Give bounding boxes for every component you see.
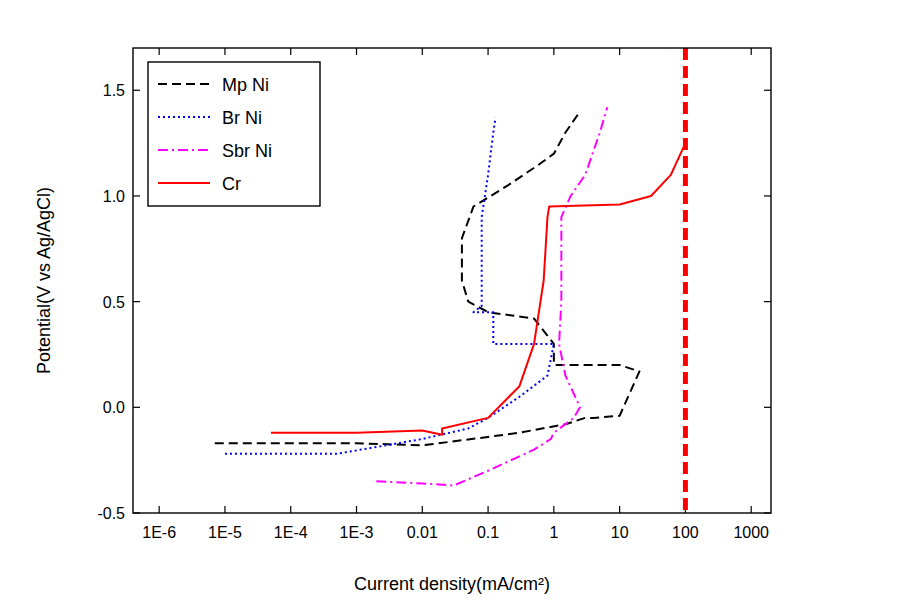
reference-line: [683, 48, 688, 513]
x-tick: [290, 506, 291, 513]
legend-swatch: [158, 149, 210, 151]
x-tick-top: [224, 48, 225, 55]
legend-label: Mp Ni: [222, 75, 269, 95]
x-tick-label: 10: [611, 524, 629, 541]
x-tick: [422, 506, 423, 513]
series-line: [271, 143, 685, 435]
y-tick-label: 1.5: [103, 82, 125, 99]
y-tick: [133, 195, 140, 196]
x-tick: [553, 506, 554, 513]
y-tick-right: [764, 195, 771, 196]
x-tick: [224, 506, 225, 513]
x-tick-top: [356, 48, 357, 55]
x-tick: [487, 506, 488, 513]
x-tick-top: [619, 48, 620, 55]
legend-label: Cr: [222, 174, 241, 194]
x-tick-label: 1E-5: [208, 524, 242, 541]
series-line: [376, 107, 607, 485]
legend-swatch: [158, 116, 210, 118]
x-tick-label: 1E-3: [340, 524, 374, 541]
x-tick-label: 1E-6: [142, 524, 176, 541]
x-tick-label: 0.1: [477, 524, 499, 541]
x-axis-title: Current density(mA/cm²): [354, 574, 550, 594]
legend-label: Br Ni: [222, 108, 262, 128]
x-tick: [356, 506, 357, 513]
legend-label: Sbr Ni: [222, 141, 272, 161]
x-tick-top: [553, 48, 554, 55]
y-tick: [133, 301, 140, 302]
y-tick-label: 0.5: [103, 294, 125, 311]
y-tick: [133, 407, 140, 408]
legend-swatch: [158, 83, 210, 85]
x-tick-label: 100: [672, 524, 699, 541]
plot-frame: [133, 48, 771, 513]
y-axis-title: Potential(V vs Ag/AgCl): [34, 187, 54, 374]
y-tick-label: -0.5: [97, 505, 125, 522]
legend-swatch: [158, 182, 210, 184]
chart: 1E-6 1E-5 1E-4 1E-3 0.01 0.1 1 10 100 1000 -0.5 0.0…: [0, 0, 911, 613]
x-tick-top: [290, 48, 291, 55]
x-tick-top: [487, 48, 488, 55]
y-tick-right: [764, 301, 771, 302]
x-tick-label: 1E-4: [274, 524, 308, 541]
x-tick-label: 1000: [733, 524, 769, 541]
x-tick-top: [751, 48, 752, 55]
y-tick: [133, 90, 140, 91]
x-tick-top: [422, 48, 423, 55]
x-tick-label: 0.01: [407, 524, 438, 541]
y-tick-label: 1.0: [103, 188, 125, 205]
x-tick: [751, 506, 752, 513]
legend: Mp Ni Br Ni Sbr Ni Cr: [148, 62, 320, 206]
y-tick-right: [764, 90, 771, 91]
legend-box: [148, 62, 320, 206]
x-tick: [619, 506, 620, 513]
y-tick-right: [764, 407, 771, 408]
y-tick-label: 0.0: [103, 399, 125, 416]
x-tick-label: 1: [549, 524, 558, 541]
x-tick: [159, 506, 160, 513]
x-tick-top: [159, 48, 160, 55]
